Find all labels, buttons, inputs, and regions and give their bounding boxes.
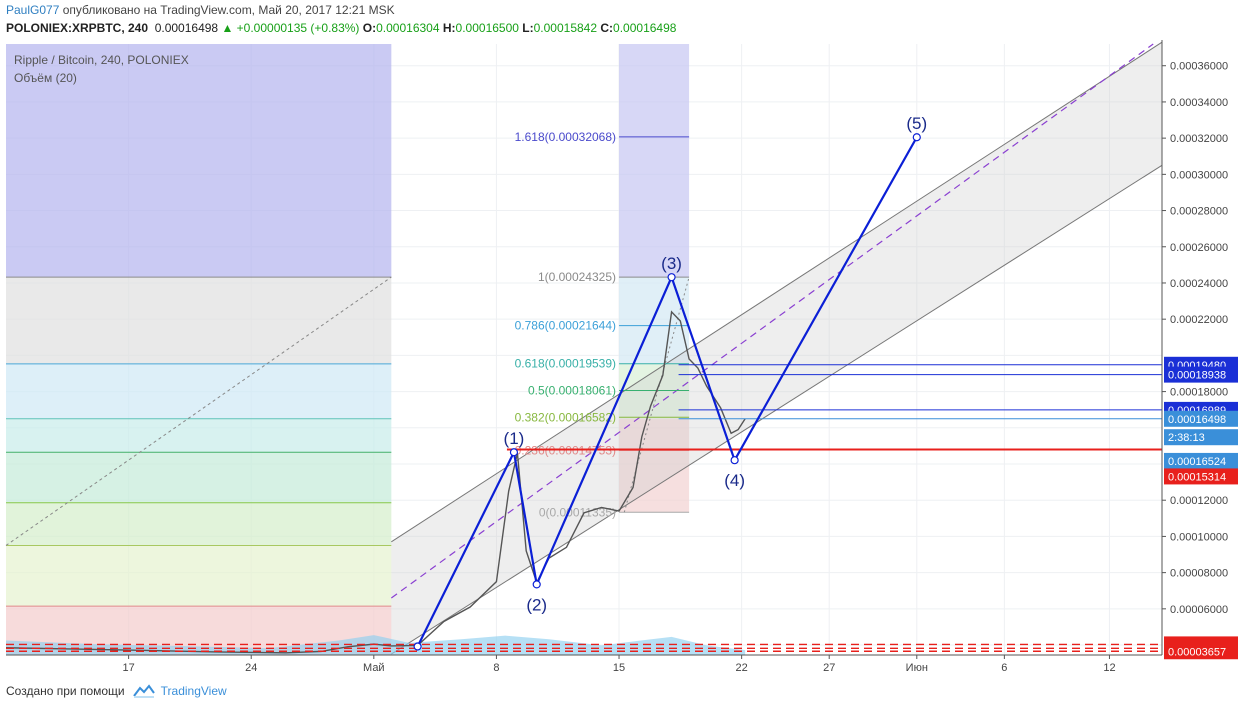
time-tick-label: 15 — [613, 662, 625, 674]
close-value: 0.00016498 — [613, 21, 677, 35]
price-label-badge — [1164, 429, 1238, 446]
fib-right-label: 1.618(0.00032068) — [515, 130, 616, 144]
price-chart[interactable]: 1.618(0.00032068) 1(0.00024325) 0.786(0.00… — [0, 40, 1238, 680]
price-label-text: 0.00016524 — [1168, 456, 1226, 468]
fib-zone — [6, 418, 392, 453]
time-tick-label: 17 — [122, 662, 134, 674]
symbol-name: POLONIEX:XRPBTC, 240 — [6, 21, 149, 35]
wave-point — [912, 133, 921, 142]
wave-point — [509, 448, 519, 457]
author-link[interactable]: PaulG077 — [6, 3, 60, 17]
price-change: ▲ +0.00000135 (+0.83%) — [221, 21, 360, 35]
last-price: 0.00016498 — [154, 21, 219, 35]
high-label: H: — [442, 21, 456, 35]
price-tick-label: 0.00034000 — [1170, 97, 1228, 109]
publish-info: PaulG077 опубликовано на TradingView.com… — [6, 3, 395, 17]
fib-right-label: 0.5(0.00018061) — [528, 383, 616, 397]
price-tick-label: 0.00028000 — [1170, 206, 1228, 218]
fib-zone — [6, 44, 392, 278]
created-with-text: Создано при помощи — [6, 684, 125, 698]
chart-legend-title: Ripple / Bitcoin, 240, POLONIEX — [14, 53, 189, 67]
time-tick-label: Май — [363, 662, 385, 674]
price-label-text: 0.00016498 — [1168, 414, 1226, 426]
price-tick-label: 0.00030000 — [1170, 169, 1228, 181]
open-value: 0.00016304 — [376, 21, 440, 35]
price-label-badge — [1164, 366, 1238, 383]
price-label-badge — [1164, 468, 1238, 485]
wave-label: (3) — [661, 254, 682, 273]
wave-point — [413, 642, 422, 651]
fib-zone — [6, 363, 392, 419]
price-tick-label: 0.00024000 — [1170, 278, 1228, 290]
price-label-text: 2:38:13 — [1168, 432, 1205, 444]
fib-zone — [6, 502, 392, 546]
low-value: 0.00015842 — [533, 21, 598, 35]
price-tick-label: 0.00022000 — [1170, 314, 1228, 326]
time-tick-label: 6 — [1001, 662, 1007, 674]
price-axis — [1162, 40, 1238, 655]
open-label: O: — [362, 21, 377, 35]
time-tick-label: 24 — [245, 662, 257, 674]
high-value: 0.00016500 — [455, 21, 519, 35]
footer: Создано при помощи TradingView — [6, 684, 227, 698]
time-tick-label: 8 — [493, 662, 499, 674]
price-label-text: 0.00015314 — [1168, 471, 1226, 483]
fib-zone — [6, 277, 392, 364]
wave-label: (2) — [526, 595, 547, 614]
fib-right-label: 0.382(0.00016582) — [515, 410, 616, 424]
wave-point — [532, 580, 541, 589]
time-tick-label: 12 — [1103, 662, 1115, 674]
price-label-text: 0.00018938 — [1168, 370, 1226, 382]
price-label-badge — [1164, 643, 1238, 660]
wave-label: (1) — [504, 429, 525, 448]
fib-zone — [619, 277, 690, 364]
channel-median-line — [390, 43, 1154, 599]
fib-zone — [619, 363, 690, 419]
price-tick-label: 0.00026000 — [1170, 242, 1228, 254]
volume-legend: Объём (20) — [14, 71, 77, 85]
symbol-info: POLONIEX:XRPBTC, 240 0.00016498 ▲ +0.000… — [6, 21, 676, 35]
price-label-badge — [1164, 452, 1238, 469]
close-label: C: — [600, 21, 614, 35]
price-tick-label: 0.00010000 — [1170, 531, 1228, 543]
channel-fill — [391, 42, 1162, 655]
fib-right-label: 0.618(0.00019539) — [515, 357, 616, 371]
price-label-text: 0.00003657 — [1168, 646, 1226, 658]
time-tick-label: 27 — [823, 662, 835, 674]
low-label: L: — [522, 21, 534, 35]
price-label-badge — [1164, 410, 1238, 427]
tradingview-link[interactable]: TradingView — [160, 684, 227, 698]
publish-text: опубликовано на TradingView.com, Май 20,… — [62, 3, 395, 17]
fib-zone — [6, 452, 392, 503]
tradingview-logo-icon[interactable] — [132, 684, 155, 698]
time-tick-label: 22 — [736, 662, 748, 674]
elliott-wave-path — [416, 136, 918, 647]
fib-zone — [619, 44, 690, 278]
fib-zone — [6, 545, 392, 607]
price-tick-label: 0.00006000 — [1170, 604, 1228, 616]
fib-zone — [619, 418, 690, 513]
fib-right-label: 1(0.00024325) — [538, 270, 616, 284]
wave-label: (5) — [906, 114, 927, 133]
wave-label: (4) — [724, 471, 745, 490]
fib-right-label: 0.786(0.00021644) — [515, 319, 616, 333]
wave-point — [667, 273, 676, 282]
price-tick-label: 0.00012000 — [1170, 495, 1228, 507]
price-tick-label: 0.00018000 — [1170, 387, 1228, 399]
channel-upper-line — [391, 41, 1163, 543]
wave-point — [730, 456, 739, 465]
fib-left-trend — [5, 276, 392, 546]
price-tick-label: 0.00032000 — [1170, 133, 1228, 145]
price-tick-label: 0.00008000 — [1170, 568, 1228, 580]
time-tick-label: Июн — [906, 662, 928, 674]
price-tick-label: 0.00036000 — [1170, 61, 1228, 73]
